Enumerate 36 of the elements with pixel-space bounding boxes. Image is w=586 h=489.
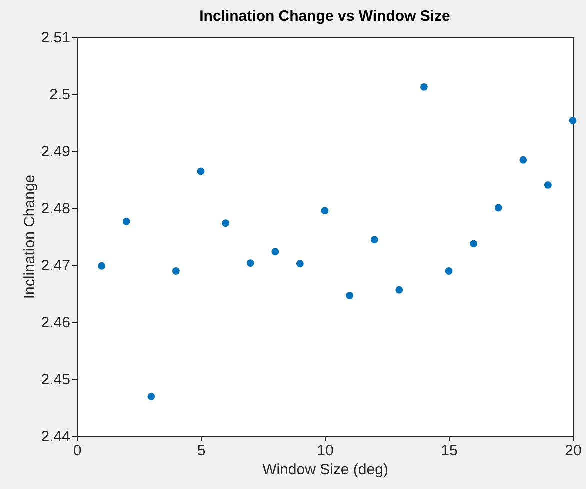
point: [396, 286, 404, 294]
x-tick-label: 10: [317, 442, 334, 460]
point: [246, 260, 254, 267]
y-tick-label: 2.44: [41, 428, 70, 446]
x-tick-label: 0: [73, 442, 82, 460]
y-tick-label: 2.48: [41, 200, 70, 218]
x-axis-title: Window Size (deg): [262, 462, 388, 478]
point: [569, 117, 577, 124]
point: [370, 236, 378, 244]
point: [122, 218, 130, 226]
y-tick-label: 2.47: [41, 258, 70, 274]
x-tick-label: 20: [565, 442, 582, 460]
point: [346, 292, 354, 300]
point: [321, 207, 329, 215]
y-tick-label: 2.46: [41, 314, 70, 332]
point: [222, 220, 230, 228]
point: [470, 240, 478, 248]
chart-title: Inclination Change vs Window Size: [200, 8, 450, 25]
point: [148, 392, 156, 400]
point: [197, 168, 205, 176]
y-tick-label: 2.49: [41, 144, 70, 160]
y-tick-label: 2.51: [41, 30, 70, 46]
y-tick-label: 2.5: [50, 86, 70, 104]
point: [494, 204, 502, 212]
x-tick-label: 15: [441, 442, 458, 460]
point: [296, 260, 304, 268]
point: [445, 268, 453, 275]
point: [420, 83, 428, 91]
point: [520, 156, 528, 164]
point: [172, 268, 180, 275]
x-tick-label: 5: [197, 442, 206, 460]
y-tick-label: 2.45: [41, 372, 70, 388]
point: [272, 248, 280, 256]
y-axis-title: Inclination Change: [21, 174, 38, 300]
point: [98, 262, 106, 270]
point: [544, 182, 552, 189]
